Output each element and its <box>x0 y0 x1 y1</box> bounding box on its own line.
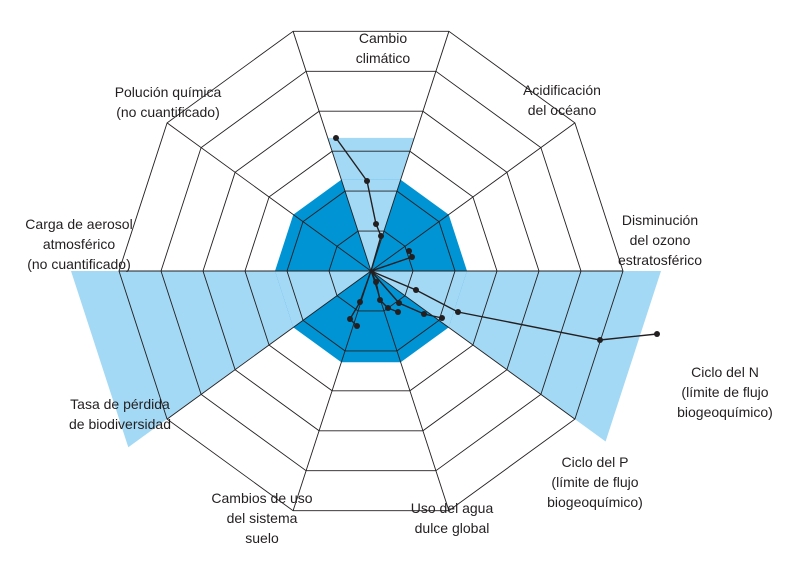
label-pollution: Polución química (no cuantificado) <box>114 84 222 120</box>
web-spoke <box>292 31 372 272</box>
trajectory-phosphorus <box>370 270 443 319</box>
trajectory-point-phosphorus <box>439 315 445 321</box>
trajectory-point-climate <box>378 233 384 239</box>
trajectory-point-phosphorus <box>421 311 427 317</box>
trajectory-point-ozone <box>406 248 412 254</box>
trajectory-point-water <box>395 309 401 315</box>
safe-zone-exceeded-climate <box>341 179 401 271</box>
web-spoke <box>370 270 450 511</box>
label-ozone: Disminución del ozono estratosférico <box>617 212 703 268</box>
label-climate: Cambio climático <box>355 30 411 66</box>
trajectory-point-nitrogen <box>597 337 603 343</box>
trajectory-point-climate <box>333 135 339 141</box>
label-biodiversity: Tasa de pérdida de biodiversidad <box>69 396 171 432</box>
label-aerosol: Carga de aerosol atmosférico (no cuantific… <box>25 216 133 272</box>
trajectory-point-land <box>347 316 353 322</box>
trajectory-point-land <box>357 299 363 305</box>
web-spoke <box>370 31 450 272</box>
trajectory-point-water <box>385 305 391 311</box>
web-spoke <box>370 122 576 272</box>
trajectory-point-phosphorus <box>396 300 402 306</box>
web-spoke <box>166 270 372 420</box>
trajectory-point-climate <box>373 221 379 227</box>
trajectory-land <box>349 270 372 327</box>
trajectory-point-ozone <box>409 254 415 260</box>
label-phosphorus: Ciclo del P (límite de flujo biogeoquímico… <box>547 454 643 510</box>
trajectory-point-climate <box>364 178 370 184</box>
trajectory-point-nitrogen <box>413 287 419 293</box>
web-spoke <box>292 270 372 511</box>
label-water: Uso del agua dulce global <box>410 500 494 536</box>
safe-zone-exceeded-nitrogen <box>371 271 467 328</box>
trajectory-point-land <box>354 323 360 329</box>
trajectory-point-nitrogen <box>455 309 461 315</box>
trajectory-point-water <box>377 297 383 303</box>
label-ocean: Acidificación del océano <box>523 82 601 118</box>
label-land: Cambios de uso del sistema suelo <box>211 490 313 546</box>
web-spoke <box>166 122 372 272</box>
safe-zone-exceeded-biodiversity <box>275 271 371 328</box>
web-spoke <box>370 270 576 420</box>
trajectory-point-nitrogen <box>654 331 660 337</box>
radar-web <box>71 30 661 512</box>
planetary-boundaries-diagram: Cambio climático Acidificación del océano … <box>25 30 773 546</box>
trajectory-point-water <box>373 279 379 285</box>
label-nitrogen: Ciclo del N (límite de flujo biogeoquímico… <box>677 364 773 420</box>
spider-web-grid <box>118 30 624 512</box>
trajectories <box>333 135 660 343</box>
